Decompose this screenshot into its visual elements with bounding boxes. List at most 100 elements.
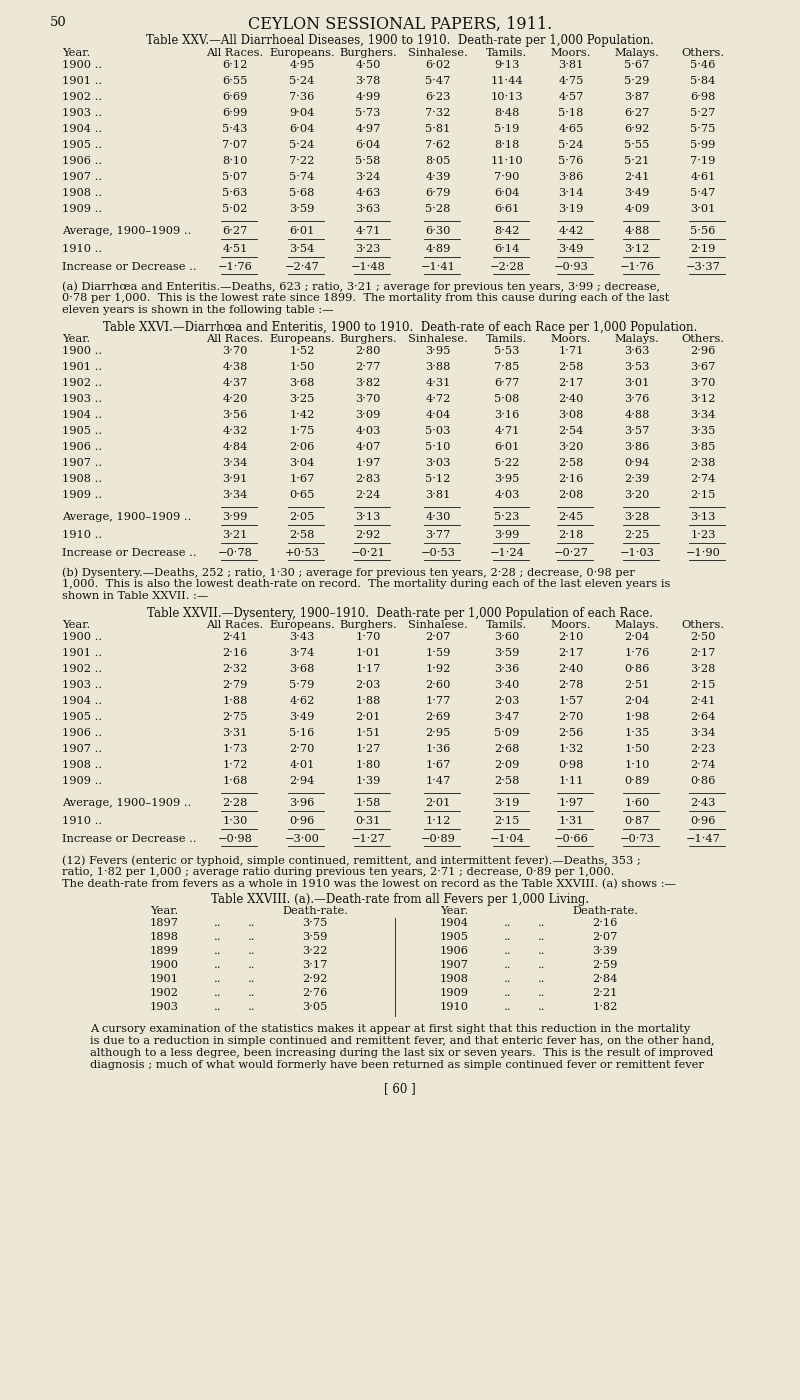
Text: 1904: 1904 xyxy=(440,918,469,928)
Text: 4·37: 4·37 xyxy=(222,378,248,388)
Text: 9·13: 9·13 xyxy=(494,60,520,70)
Text: 1·75: 1·75 xyxy=(290,426,314,435)
Text: 3·21: 3·21 xyxy=(222,531,248,540)
Text: 3·20: 3·20 xyxy=(624,490,650,500)
Text: −1·27: −1·27 xyxy=(350,834,386,844)
Text: 1·36: 1·36 xyxy=(426,743,450,755)
Text: 1905 ..: 1905 .. xyxy=(62,140,102,150)
Text: 4·75: 4·75 xyxy=(558,76,584,85)
Text: Moors.: Moors. xyxy=(550,48,591,57)
Text: 2·03: 2·03 xyxy=(494,696,520,706)
Text: 2·09: 2·09 xyxy=(494,760,520,770)
Text: Year.: Year. xyxy=(62,335,90,344)
Text: 0·98: 0·98 xyxy=(558,760,584,770)
Text: 5·79: 5·79 xyxy=(290,680,314,690)
Text: 3·70: 3·70 xyxy=(355,393,381,405)
Text: 6·98: 6·98 xyxy=(690,92,716,102)
Text: −1·41: −1·41 xyxy=(421,262,455,272)
Text: 4·71: 4·71 xyxy=(494,426,520,435)
Text: 8·42: 8·42 xyxy=(494,225,520,237)
Text: 1·97: 1·97 xyxy=(355,458,381,468)
Text: 5·19: 5·19 xyxy=(494,125,520,134)
Text: 2·51: 2·51 xyxy=(624,680,650,690)
Text: 1·73: 1·73 xyxy=(222,743,248,755)
Text: 1·01: 1·01 xyxy=(355,648,381,658)
Text: 3·63: 3·63 xyxy=(355,204,381,214)
Text: 0·78 per 1,000.  This is the lowest rate since 1899.  The mortality from this ca: 0·78 per 1,000. This is the lowest rate … xyxy=(62,293,670,302)
Text: 1·23: 1·23 xyxy=(690,531,716,540)
Text: 1909 ..: 1909 .. xyxy=(62,776,102,785)
Text: 2·17: 2·17 xyxy=(690,648,716,658)
Text: 3·24: 3·24 xyxy=(355,172,381,182)
Text: 5·81: 5·81 xyxy=(426,125,450,134)
Text: 6·61: 6·61 xyxy=(494,204,520,214)
Text: ..: .. xyxy=(504,932,512,942)
Text: 2·50: 2·50 xyxy=(690,631,716,643)
Text: 4·88: 4·88 xyxy=(624,410,650,420)
Text: 5·10: 5·10 xyxy=(426,442,450,452)
Text: 2·70: 2·70 xyxy=(558,713,584,722)
Text: 4·95: 4·95 xyxy=(290,60,314,70)
Text: 3·49: 3·49 xyxy=(624,188,650,197)
Text: −1·76: −1·76 xyxy=(619,262,654,272)
Text: 3·81: 3·81 xyxy=(426,490,450,500)
Text: Burghers.: Burghers. xyxy=(339,48,397,57)
Text: Table XXVI.—Diarrhœa and Enteritis, 1900 to 1910.  Death-rate of each Race per 1: Table XXVI.—Diarrhœa and Enteritis, 1900… xyxy=(103,321,697,335)
Text: 1907: 1907 xyxy=(440,960,469,970)
Text: 3·87: 3·87 xyxy=(624,92,650,102)
Text: 5·67: 5·67 xyxy=(624,60,650,70)
Text: Malays.: Malays. xyxy=(614,335,659,344)
Text: 3·77: 3·77 xyxy=(426,531,450,540)
Text: 4·07: 4·07 xyxy=(355,442,381,452)
Text: 1910: 1910 xyxy=(440,1002,469,1012)
Text: 3·34: 3·34 xyxy=(690,728,716,738)
Text: 1903 ..: 1903 .. xyxy=(62,108,102,118)
Text: 3·47: 3·47 xyxy=(494,713,520,722)
Text: 2·92: 2·92 xyxy=(355,531,381,540)
Text: 1903 ..: 1903 .. xyxy=(62,680,102,690)
Text: 2·01: 2·01 xyxy=(426,798,450,808)
Text: (b) Dysentery.—Deaths, 252 ; ratio, 1·30 ; average for previous ten years, 2·28 : (b) Dysentery.—Deaths, 252 ; ratio, 1·30… xyxy=(62,567,635,578)
Text: 1·11: 1·11 xyxy=(558,776,584,785)
Text: 7·07: 7·07 xyxy=(222,140,248,150)
Text: 6·12: 6·12 xyxy=(222,60,248,70)
Text: 2·76: 2·76 xyxy=(302,988,328,998)
Text: ..: .. xyxy=(538,932,546,942)
Text: −0·27: −0·27 xyxy=(554,547,589,559)
Text: Average, 1900–1909 ..: Average, 1900–1909 .. xyxy=(62,798,191,808)
Text: 2·07: 2·07 xyxy=(426,631,450,643)
Text: 1·97: 1·97 xyxy=(558,798,584,808)
Text: 1·58: 1·58 xyxy=(355,798,381,808)
Text: 1·35: 1·35 xyxy=(624,728,650,738)
Text: Table XXVIII. (a).—Death-rate from all Fevers per 1,000 Living.: Table XXVIII. (a).—Death-rate from all F… xyxy=(211,893,589,906)
Text: 3·59: 3·59 xyxy=(494,648,520,658)
Text: 7·22: 7·22 xyxy=(290,155,314,167)
Text: 4·39: 4·39 xyxy=(426,172,450,182)
Text: 1907 ..: 1907 .. xyxy=(62,458,102,468)
Text: 5·28: 5·28 xyxy=(426,204,450,214)
Text: 2·84: 2·84 xyxy=(592,974,618,984)
Text: 1900 ..: 1900 .. xyxy=(62,631,102,643)
Text: 2·04: 2·04 xyxy=(624,631,650,643)
Text: 5·21: 5·21 xyxy=(624,155,650,167)
Text: 5·99: 5·99 xyxy=(690,140,716,150)
Text: 3·36: 3·36 xyxy=(494,664,520,673)
Text: 4·57: 4·57 xyxy=(558,92,584,102)
Text: 2·83: 2·83 xyxy=(355,475,381,484)
Text: 50: 50 xyxy=(50,15,66,29)
Text: −1·47: −1·47 xyxy=(686,834,721,844)
Text: 1·71: 1·71 xyxy=(558,346,584,356)
Text: Others.: Others. xyxy=(682,48,725,57)
Text: −2·28: −2·28 xyxy=(490,262,525,272)
Text: 4·88: 4·88 xyxy=(624,225,650,237)
Text: 5·24: 5·24 xyxy=(558,140,584,150)
Text: 0·87: 0·87 xyxy=(624,816,650,826)
Text: 1906 ..: 1906 .. xyxy=(62,155,102,167)
Text: 1·67: 1·67 xyxy=(426,760,450,770)
Text: 4·84: 4·84 xyxy=(222,442,248,452)
Text: 1·51: 1·51 xyxy=(355,728,381,738)
Text: 6·69: 6·69 xyxy=(222,92,248,102)
Text: 1899: 1899 xyxy=(150,946,179,956)
Text: 6·14: 6·14 xyxy=(494,244,520,253)
Text: 3·95: 3·95 xyxy=(494,475,520,484)
